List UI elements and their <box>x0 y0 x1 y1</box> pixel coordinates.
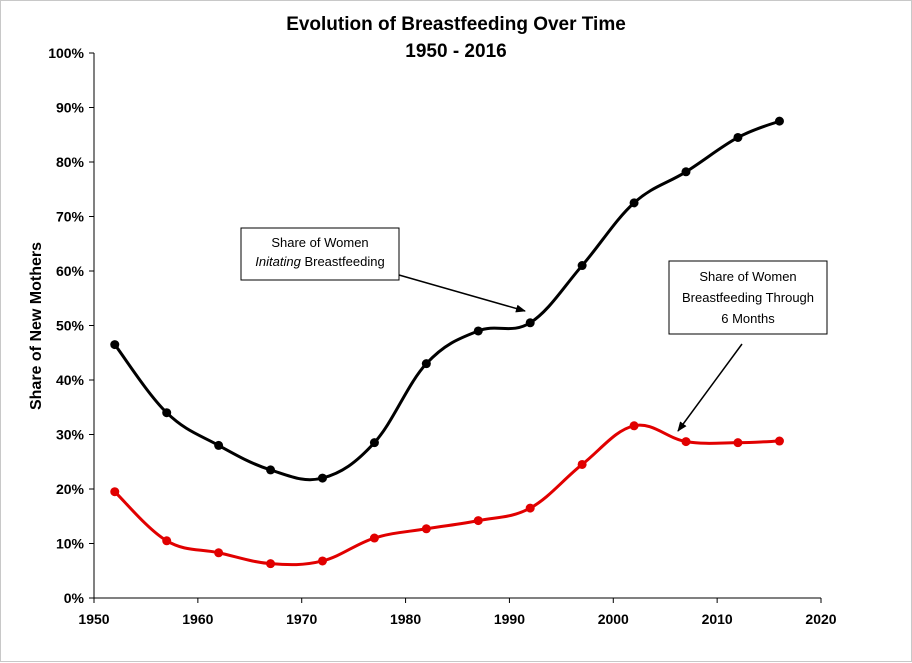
annotation-box <box>240 227 400 281</box>
series-point <box>525 318 535 328</box>
annotation-arrow <box>677 343 743 432</box>
y-tick-label: 30% <box>56 427 85 443</box>
series-point <box>525 503 535 513</box>
y-tick-label: 80% <box>56 154 85 170</box>
x-tick-label: 2010 <box>702 611 733 627</box>
x-tick-label: 1980 <box>390 611 421 627</box>
annotation-line: Share of Women <box>271 235 368 250</box>
series-point <box>473 516 483 526</box>
x-tick-label: 2000 <box>598 611 629 627</box>
series-point <box>214 548 224 558</box>
y-tick-label: 60% <box>56 263 85 279</box>
y-tick-label: 50% <box>56 318 85 334</box>
annotation-line: Initating Breastfeeding <box>255 254 384 269</box>
y-axis-label: Share of New Mothers <box>28 242 45 410</box>
series-point <box>681 437 691 447</box>
annotation-line: 6 Months <box>721 311 775 326</box>
series-point <box>110 487 120 497</box>
annotation-six-months: Share of Women Breastfeeding Through 6 M… <box>668 260 828 432</box>
y-tick-label: 100% <box>48 45 84 61</box>
y-tick-label: 70% <box>56 209 85 225</box>
series-point <box>774 436 784 446</box>
chart-subtitle: 1950 - 2016 <box>405 41 506 62</box>
series-point <box>317 556 327 566</box>
x-ticks: 1950 1960 1970 1980 1990 2000 2010 2020 <box>78 598 837 627</box>
series-point <box>110 340 120 350</box>
x-tick-label: 1970 <box>286 611 317 627</box>
series-point <box>421 524 431 534</box>
y-tick-label: 20% <box>56 481 85 497</box>
series-point <box>162 408 172 418</box>
x-tick-label: 2020 <box>805 611 836 627</box>
x-tick-label: 1950 <box>78 611 109 627</box>
y-tick-label: 0% <box>64 590 85 606</box>
series-point <box>473 326 483 336</box>
y-tick-label: 10% <box>56 536 85 552</box>
series-point <box>266 559 276 569</box>
series-point <box>317 473 327 483</box>
series-layer <box>110 116 784 569</box>
annotation-line: Share of Women <box>699 269 796 284</box>
x-tick-label: 1960 <box>182 611 213 627</box>
annotation-box <box>668 260 828 335</box>
y-ticks: 0% 10% 20% 30% 40% 50% 60% 70% 80% 90% 100% <box>48 45 94 606</box>
series-point <box>733 132 743 142</box>
series-point <box>577 261 587 271</box>
series-point <box>681 167 691 177</box>
series-point <box>629 198 639 208</box>
y-tick-label: 40% <box>56 372 85 388</box>
series-point <box>369 533 379 543</box>
series-point <box>369 438 379 448</box>
series-point <box>266 465 276 475</box>
series-point <box>421 359 431 369</box>
annotation-line: Breastfeeding Through <box>682 290 814 305</box>
annotation-initiating: Share of Women Initating Breastfeeding <box>240 227 526 313</box>
annotation-arrow <box>398 274 526 313</box>
series-point <box>577 459 587 469</box>
x-tick-label: 1990 <box>494 611 525 627</box>
series-point <box>733 438 743 448</box>
series-point <box>162 536 172 546</box>
series-point <box>214 440 224 450</box>
chart-title: Evolution of Breastfeeding Over Time <box>286 14 626 35</box>
series-point <box>774 116 784 126</box>
series-point <box>629 421 639 431</box>
y-tick-label: 90% <box>56 100 85 116</box>
